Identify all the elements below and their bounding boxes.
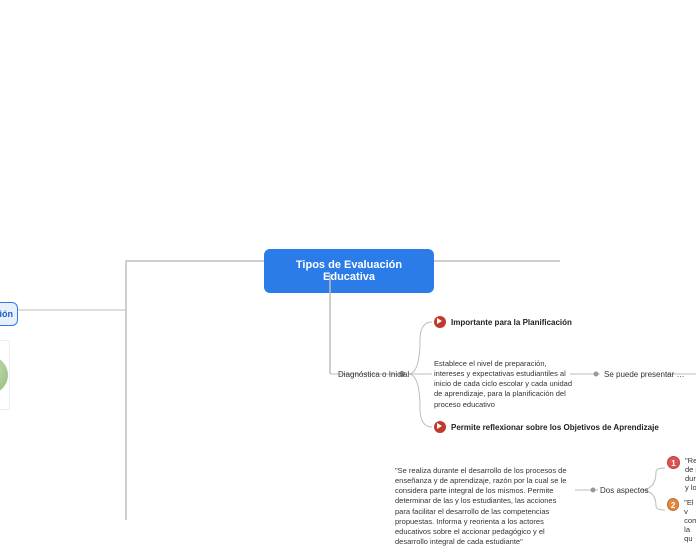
node-establece[interactable]: Establece el nivel de preparación, inter… — [434, 359, 574, 410]
node-aspecto-2[interactable]: 2 "El v com la qu — [667, 498, 696, 543]
branch-diagnostica[interactable]: Diagnóstica o Inicial — [338, 370, 409, 379]
node-formativa-desc-text: "Se realiza durante el desarrollo de los… — [395, 466, 567, 546]
node-reflexionar-label: Permite reflexionar sobre los Objetivos … — [451, 423, 659, 432]
node-formativa-desc[interactable]: "Se realiza durante el desarrollo de los… — [395, 466, 573, 547]
node-aspecto-1-text: "Req de in dura y los — [685, 456, 696, 492]
number-2-icon: 2 — [667, 498, 679, 511]
flag-icon — [434, 421, 446, 433]
node-importante[interactable]: Importante para la Planificación — [434, 316, 572, 328]
node-reflexionar[interactable]: Permite reflexionar sobre los Objetivos … — [434, 421, 659, 433]
node-se-puede-label: Se puede presentar … — [604, 370, 685, 379]
central-topic-label: Tipos de Evaluación Educativa — [296, 259, 402, 283]
node-dos-aspectos-label: Dos aspectos — [600, 486, 648, 495]
node-se-puede[interactable]: Se puede presentar … — [604, 370, 685, 379]
node-aspecto-1[interactable]: 1 "Req de in dura y los — [667, 456, 696, 492]
left-partial-node[interactable]: ción — [0, 302, 18, 326]
node-dos-aspectos[interactable]: Dos aspectos — [600, 486, 648, 495]
node-establece-text: Establece el nivel de preparación, inter… — [434, 359, 572, 409]
flag-icon — [434, 316, 446, 328]
node-importante-label: Importante para la Planificación — [451, 318, 572, 327]
central-topic[interactable]: Tipos de Evaluación Educativa — [264, 249, 434, 293]
node-aspecto-2-text: "El v com la qu — [684, 498, 696, 543]
left-partial-label: ción — [0, 309, 13, 319]
branch-diagnostica-label: Diagnóstica o Inicial — [338, 370, 409, 379]
number-1-icon: 1 — [667, 456, 680, 469]
